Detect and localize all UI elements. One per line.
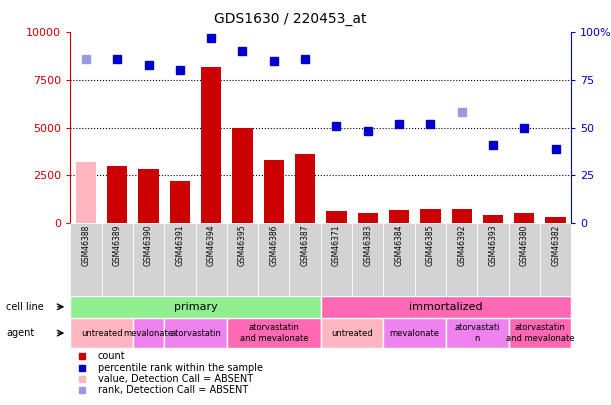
- Bar: [514, 213, 535, 223]
- Bar: [389, 210, 409, 223]
- Bar: [70, 296, 321, 318]
- Bar: [452, 209, 472, 223]
- Text: agent: agent: [6, 328, 34, 338]
- Bar: [290, 223, 321, 296]
- Bar: [540, 223, 571, 296]
- Text: value, Detection Call = ABSENT: value, Detection Call = ABSENT: [98, 374, 253, 384]
- Bar: [164, 318, 227, 348]
- Text: GSM46391: GSM46391: [175, 224, 185, 266]
- Text: GSM46388: GSM46388: [81, 224, 90, 266]
- Text: GDS1630 / 220453_at: GDS1630 / 220453_at: [214, 12, 367, 26]
- Bar: [546, 217, 566, 223]
- Text: GSM46384: GSM46384: [395, 224, 403, 266]
- Text: GSM46393: GSM46393: [489, 224, 497, 266]
- Text: rank, Detection Call = ABSENT: rank, Detection Call = ABSENT: [98, 386, 248, 395]
- Text: atorvastatin
and mevalonate: atorvastatin and mevalonate: [240, 324, 308, 343]
- Bar: [352, 223, 384, 296]
- Text: GSM46383: GSM46383: [364, 224, 372, 266]
- Bar: [295, 154, 315, 223]
- Bar: [70, 318, 133, 348]
- Bar: [101, 223, 133, 296]
- Bar: [232, 128, 253, 223]
- Text: percentile rank within the sample: percentile rank within the sample: [98, 363, 263, 373]
- Bar: [76, 162, 96, 223]
- Bar: [133, 318, 164, 348]
- Bar: [321, 296, 571, 318]
- Text: untreated: untreated: [81, 328, 122, 338]
- Text: GSM46371: GSM46371: [332, 224, 341, 266]
- Text: mevalonate: mevalonate: [390, 328, 440, 338]
- Text: GSM46390: GSM46390: [144, 224, 153, 266]
- Text: GSM46392: GSM46392: [457, 224, 466, 266]
- Bar: [420, 209, 441, 223]
- Text: GSM46395: GSM46395: [238, 224, 247, 266]
- Bar: [258, 223, 290, 296]
- Text: GSM46380: GSM46380: [520, 224, 529, 266]
- Bar: [477, 223, 509, 296]
- Text: GSM46394: GSM46394: [207, 224, 216, 266]
- Text: atorvastatin: atorvastatin: [170, 328, 221, 338]
- Bar: [321, 318, 384, 348]
- Bar: [446, 223, 477, 296]
- Text: GSM46385: GSM46385: [426, 224, 435, 266]
- Text: GSM46386: GSM46386: [269, 224, 278, 266]
- Bar: [326, 211, 346, 223]
- Bar: [384, 318, 446, 348]
- Text: cell line: cell line: [6, 302, 44, 312]
- Text: atorvastati
n: atorvastati n: [455, 324, 500, 343]
- Bar: [170, 181, 190, 223]
- Bar: [446, 318, 509, 348]
- Bar: [483, 215, 503, 223]
- Text: count: count: [98, 352, 125, 361]
- Text: mevalonate: mevalonate: [123, 328, 174, 338]
- Text: GSM46387: GSM46387: [301, 224, 310, 266]
- Text: atorvastatin
and mevalonate: atorvastatin and mevalonate: [506, 324, 574, 343]
- Text: primary: primary: [174, 302, 218, 312]
- Bar: [133, 223, 164, 296]
- Bar: [509, 223, 540, 296]
- Bar: [201, 67, 221, 223]
- Bar: [196, 223, 227, 296]
- Bar: [138, 169, 159, 223]
- Text: untreated: untreated: [331, 328, 373, 338]
- Text: GSM46389: GSM46389: [113, 224, 122, 266]
- Bar: [384, 223, 415, 296]
- Bar: [263, 160, 284, 223]
- Bar: [357, 213, 378, 223]
- Bar: [70, 223, 101, 296]
- Text: GSM46382: GSM46382: [551, 224, 560, 266]
- Bar: [227, 223, 258, 296]
- Bar: [107, 166, 128, 223]
- Bar: [415, 223, 446, 296]
- Bar: [227, 318, 321, 348]
- Text: immortalized: immortalized: [409, 302, 483, 312]
- Bar: [321, 223, 352, 296]
- Bar: [509, 318, 571, 348]
- Bar: [164, 223, 196, 296]
